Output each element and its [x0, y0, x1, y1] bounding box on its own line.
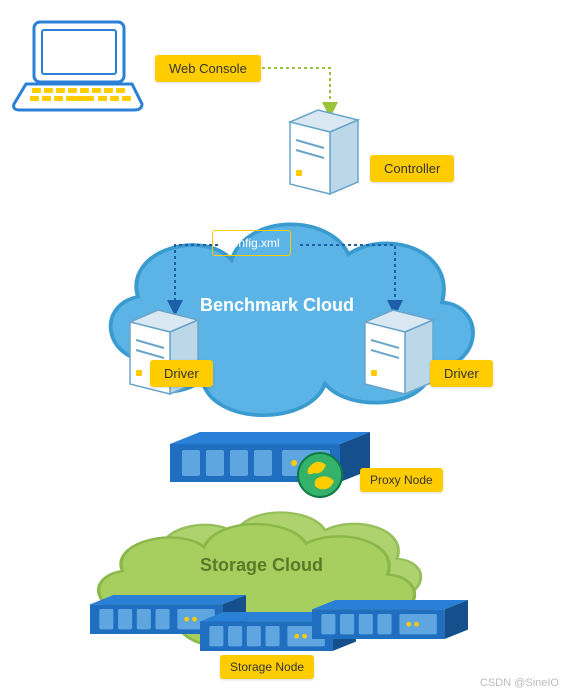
architecture-diagram: .srv-top { fill:#d9e8f2; stroke:#6aa5c9;… — [0, 0, 565, 693]
config-xml-label: Config.xml — [212, 230, 291, 256]
laptop-icon — [14, 22, 142, 110]
globe-icon — [298, 453, 342, 497]
driver-right-server-icon — [365, 310, 433, 394]
controller-label: Controller — [370, 155, 454, 182]
driver-left-label: Driver — [150, 360, 213, 387]
driver-right-label: Driver — [430, 360, 493, 387]
storage-node-label: Storage Node — [220, 655, 314, 679]
web-console-label: Web Console — [155, 55, 261, 82]
controller-server-icon — [290, 110, 358, 194]
proxy-node-label: Proxy Node — [360, 468, 443, 492]
storage-rack-3-icon — [312, 600, 468, 639]
arrow-webconsole-controller — [262, 68, 330, 110]
benchmark-cloud-title: Benchmark Cloud — [200, 295, 354, 316]
storage-cloud-title: Storage Cloud — [200, 555, 323, 576]
watermark-text: CSDN @SineIO — [480, 677, 559, 689]
